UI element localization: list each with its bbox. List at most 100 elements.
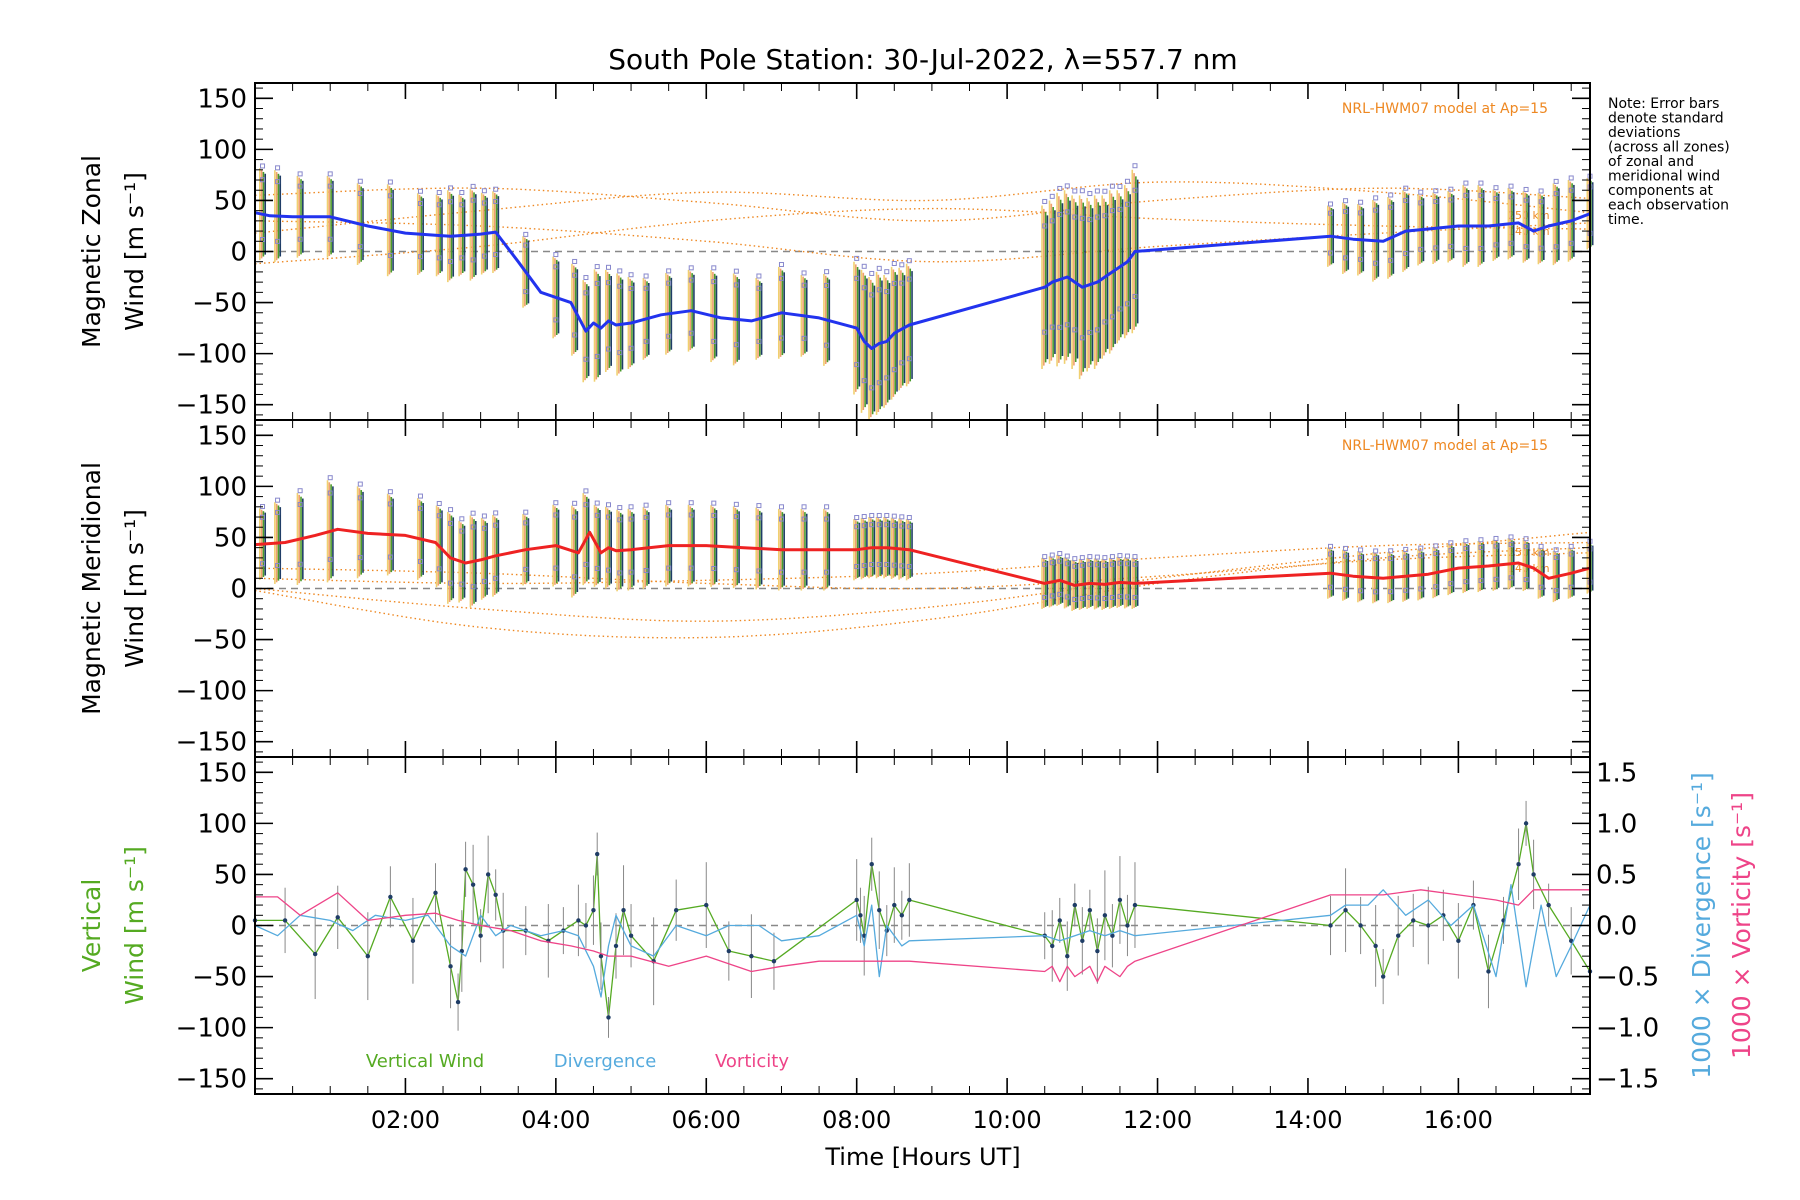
vertical-point-22 bbox=[591, 907, 596, 913]
meridional-scatter-36-1 bbox=[899, 514, 905, 520]
zonal-scatter-44-0 bbox=[1087, 217, 1093, 223]
zonal-scatter-59-2 bbox=[1448, 243, 1454, 249]
vertical-point-15 bbox=[493, 892, 498, 898]
vertical-point-49 bbox=[1080, 938, 1085, 944]
zonal-scatter-13-1 bbox=[523, 231, 529, 237]
zonal-scatter-26-1 bbox=[756, 273, 762, 279]
zonal-scatter-41-0 bbox=[1064, 209, 1070, 215]
meridional-scatter-37-2 bbox=[906, 564, 912, 570]
zonal-scatter-7-1 bbox=[436, 190, 442, 196]
meridional-scatter-50-0 bbox=[1132, 561, 1138, 567]
zonal-scatter-61-0 bbox=[1478, 192, 1484, 198]
zonal-scatter-56-0 bbox=[1403, 197, 1409, 203]
meridional-scatter-60-1 bbox=[1463, 538, 1469, 544]
zonal-scatter-2-2 bbox=[297, 236, 303, 242]
vertical-point-66 bbox=[1456, 938, 1461, 944]
meridional-scatter-6-0 bbox=[417, 505, 423, 511]
vertical-point-1 bbox=[282, 918, 288, 923]
meridional-scatter-66-1 bbox=[1553, 547, 1559, 553]
zonal-scatter-17-0 bbox=[594, 280, 600, 286]
zonal-scatter-8-2 bbox=[448, 258, 454, 264]
vertical-point-3 bbox=[335, 915, 340, 920]
zonal-scatter-10-1 bbox=[470, 183, 476, 189]
vertical-point-59 bbox=[1358, 923, 1363, 928]
zonal-scatter-43-1 bbox=[1079, 188, 1085, 194]
meridional-scatter-5-0 bbox=[387, 501, 393, 507]
zonal-scatter-65-1 bbox=[1538, 188, 1544, 194]
zonal-scatter-51-1 bbox=[1328, 201, 1334, 207]
zonal-scatter-30-2 bbox=[854, 362, 860, 368]
meridional-ylabel-line1: Magnetic Meridional bbox=[77, 462, 106, 715]
meridional-scatter-53-1 bbox=[1358, 547, 1364, 553]
meridional-scatter-51-1 bbox=[1328, 543, 1334, 549]
vertical-point-34 bbox=[771, 959, 777, 964]
zonal-scatter-43-0 bbox=[1079, 215, 1085, 221]
zonal-series-magnetic-zonal-wind bbox=[254, 211, 1591, 350]
meridional-scatter-61-1 bbox=[1478, 537, 1484, 543]
vertical-point-31 bbox=[704, 902, 709, 908]
zonal-scatter-37-1 bbox=[906, 258, 912, 264]
meridional-scatter-7-0 bbox=[436, 513, 442, 519]
meridional-scatter-21-2 bbox=[643, 568, 649, 574]
zonal-scatter-53-2 bbox=[1358, 256, 1364, 262]
zonal-scatter-38-1 bbox=[1042, 198, 1048, 204]
meridional-scatter-66-2 bbox=[1553, 588, 1559, 594]
zonal-scatter-40-1 bbox=[1057, 185, 1063, 191]
zonal-scatter-39-0 bbox=[1049, 218, 1055, 224]
meridional-scatter-7-2 bbox=[436, 566, 442, 572]
zonal-scatter-11-1 bbox=[481, 188, 487, 194]
meridional-scatter-12-0 bbox=[493, 522, 499, 528]
zonal-scatter-33-0 bbox=[876, 287, 882, 293]
zonal-scatter-11-2 bbox=[481, 253, 487, 259]
meridional-scatter-54-0 bbox=[1373, 556, 1379, 562]
zonal-scatter-60-0 bbox=[1463, 192, 1469, 198]
vertical-point-13 bbox=[478, 933, 483, 938]
zonal-scatter-24-1 bbox=[711, 265, 717, 271]
zonal-scatter-34-1 bbox=[884, 269, 890, 275]
zonal-scatter-54-0 bbox=[1373, 207, 1379, 213]
vertical-point-64 bbox=[1426, 923, 1431, 928]
meridional-scatter-42-2 bbox=[1072, 596, 1078, 602]
meridional-scatter-41-0 bbox=[1064, 561, 1070, 567]
xtick-label-0200: 02:00 bbox=[371, 1106, 440, 1134]
vertical-ylabel-line2: Wind [m s⁻¹] bbox=[120, 846, 149, 1005]
zonal-scatter-14-0 bbox=[553, 264, 559, 270]
zonal-scatter-33-2 bbox=[876, 380, 882, 386]
zonal-scatter-32-1 bbox=[869, 270, 875, 276]
meridional-scatter-2-0 bbox=[297, 502, 303, 508]
zonal-scatter-19-1 bbox=[617, 268, 623, 274]
vertical-point-42 bbox=[899, 913, 905, 918]
xtick-label-1600: 16:00 bbox=[1424, 1106, 1493, 1134]
meridional-ytick-label-0: 0 bbox=[230, 575, 247, 605]
y2tick-label-5: 1.0 bbox=[1596, 809, 1637, 839]
meridional-scatter-59-1 bbox=[1448, 540, 1454, 546]
meridional-scatter-51-2 bbox=[1328, 584, 1334, 590]
meridional-scatter-56-2 bbox=[1403, 587, 1409, 593]
meridional-scatter-26-2 bbox=[756, 568, 762, 574]
meridional-scatter-1-1 bbox=[275, 497, 281, 503]
vertical-point-61 bbox=[1380, 974, 1386, 979]
vertical-point-33 bbox=[749, 953, 754, 959]
meridional-scatter-15-2 bbox=[572, 574, 578, 580]
zonal-scatter-56-2 bbox=[1403, 251, 1409, 257]
meridional-scatter-59-0 bbox=[1448, 547, 1454, 553]
meridional-scatter-17-0 bbox=[594, 512, 600, 518]
meridional-scatter-14-0 bbox=[553, 512, 559, 518]
zonal-scatter-46-1 bbox=[1102, 188, 1108, 194]
zonal-scatter-13-2 bbox=[523, 289, 529, 295]
meridional-scatter-25-2 bbox=[733, 567, 739, 573]
meridional-scatter-38-1 bbox=[1042, 554, 1048, 560]
vertical-ytick-label-50: 50 bbox=[214, 860, 247, 890]
meridional-scatter-54-2 bbox=[1373, 589, 1379, 595]
zonal-scatter-29-2 bbox=[824, 342, 830, 348]
meridional-scatter-1-2 bbox=[275, 563, 281, 569]
meridional-ytick-label-50: 50 bbox=[214, 523, 247, 553]
zonal-scatter-65-0 bbox=[1538, 199, 1544, 205]
meridional-scatter-49-0 bbox=[1124, 561, 1130, 567]
zonal-scatter-16-0 bbox=[583, 290, 589, 296]
zonal-scatter-36-1 bbox=[899, 262, 905, 268]
zonal-scatter-7-0 bbox=[436, 202, 442, 208]
zonal-model-curve-0 bbox=[254, 187, 1591, 222]
meridional-scatter-54-1 bbox=[1373, 548, 1379, 554]
